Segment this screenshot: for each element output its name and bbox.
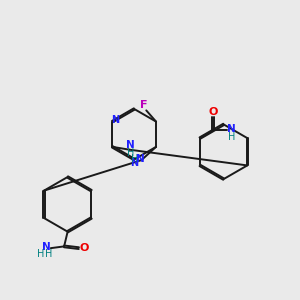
Text: O: O [208, 107, 218, 117]
Text: H: H [127, 148, 134, 158]
Text: N: N [42, 242, 51, 252]
Text: N: N [227, 124, 236, 134]
Text: N: N [136, 154, 145, 164]
Text: N: N [130, 158, 138, 168]
Text: H: H [228, 132, 236, 142]
Text: H: H [37, 250, 45, 260]
Text: H: H [131, 154, 138, 164]
Text: N: N [111, 115, 119, 125]
Text: O: O [79, 243, 88, 253]
Text: F: F [140, 100, 148, 110]
Text: N: N [126, 140, 135, 150]
Text: H: H [45, 250, 53, 260]
